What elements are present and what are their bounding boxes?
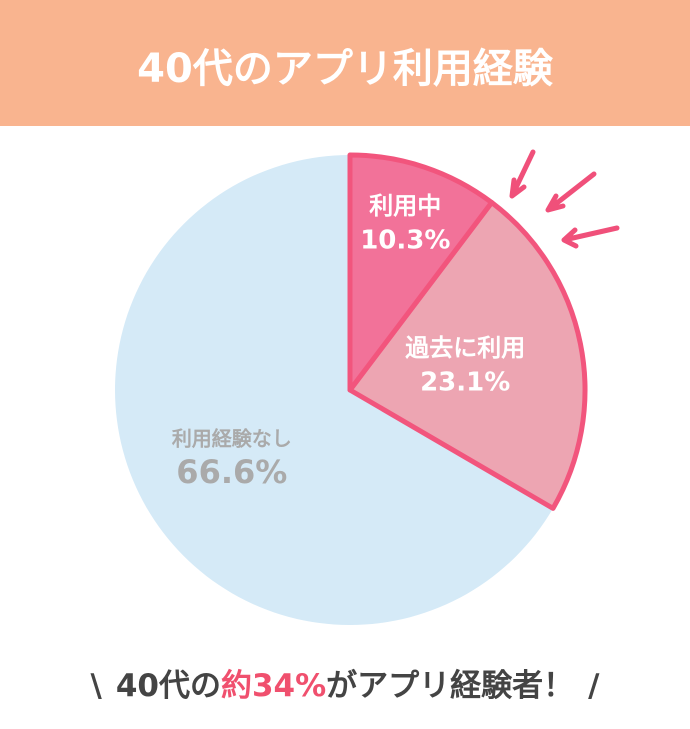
caption: \ 40代の約34%がアプリ経験者！ / bbox=[0, 660, 690, 705]
slice-label: 利用中 bbox=[369, 192, 441, 220]
caption-highlight: 約34% bbox=[220, 668, 327, 704]
pie-chart: 利用中 10.3% 過去に利用 23.1% 利用経験なし 66.6% bbox=[114, 149, 620, 625]
caption-lead: 40代の bbox=[115, 668, 221, 704]
chart-title: 40代のアプリ利用経験 bbox=[137, 46, 553, 92]
arrows bbox=[509, 149, 620, 249]
title-band bbox=[0, 0, 690, 126]
slices bbox=[114, 152, 588, 625]
slice-value: 66.6% bbox=[176, 453, 287, 491]
caption-close: / bbox=[588, 668, 600, 704]
slice-label: 利用経験なし bbox=[172, 426, 292, 450]
slice-label: 過去に利用 bbox=[405, 334, 525, 362]
pie-slice bbox=[114, 155, 554, 625]
slice-value: 23.1% bbox=[420, 367, 510, 397]
caption-tail: がアプリ経験者！ bbox=[326, 668, 575, 704]
slice-value: 10.3% bbox=[360, 226, 450, 256]
pie-slice bbox=[347, 152, 495, 393]
pie-slice bbox=[347, 200, 588, 511]
caption-open: \ bbox=[90, 668, 102, 704]
